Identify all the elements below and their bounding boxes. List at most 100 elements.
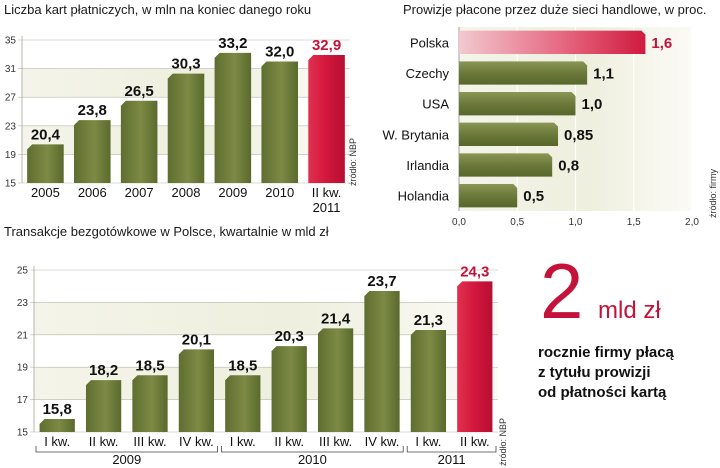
- y-axis-ticks: 15 17 19 21 23 25: [17, 266, 29, 439]
- category-label: Irlandia: [406, 158, 449, 173]
- x-axis-labels: I kw. II kw. III kw. IV kw. I kw. II kw. III k…: [44, 434, 489, 449]
- bar: [120, 100, 158, 183]
- data-label: 1,0: [582, 96, 603, 113]
- data-label: 0,8: [558, 158, 579, 175]
- chart-title: Prowizje płacone przez duże sieci handlo…: [403, 2, 707, 17]
- x-tick-label: 0,0: [452, 217, 466, 228]
- x-axis-labels: 2005 2006 2007 2008 2009 2010 II kw.2011: [31, 185, 341, 215]
- category-label: W. Brytania: [383, 127, 450, 142]
- x-tick-label: 2006: [78, 185, 107, 200]
- x-tick-label: 2008: [172, 185, 201, 200]
- bar: [225, 375, 261, 432]
- x-tick-label: II kw.: [89, 434, 119, 449]
- data-label: 0,85: [564, 127, 593, 144]
- data-label: 23,8: [78, 102, 107, 119]
- group-bracket: [35, 446, 218, 453]
- data-label: 18,2: [89, 362, 118, 379]
- bar: [457, 281, 493, 432]
- callout-number: 2: [540, 247, 583, 335]
- group-bracket: [221, 446, 404, 453]
- data-label: 18,5: [135, 357, 164, 374]
- x-tick-label: II kw.: [460, 434, 490, 449]
- callout: 2 mld zł rocznie firmy płacą z tytułu pr…: [538, 247, 675, 401]
- x-axis-groups: 2009 2010 2011: [35, 446, 497, 467]
- y-tick-label: 15: [5, 179, 17, 190]
- data-label: 15,8: [43, 401, 72, 418]
- x-tick-label: I kw.: [415, 434, 441, 449]
- bar: [459, 61, 588, 85]
- bars: 1,6 1,1 1,0 0,85 0,8 0,5: [459, 30, 672, 208]
- y-tick-label: 21: [17, 330, 29, 341]
- data-label: 0,5: [523, 188, 544, 205]
- data-label: 20,3: [275, 328, 304, 345]
- chart-grid: [458, 27, 693, 214]
- callout-line: z tytułu prowizji: [538, 364, 651, 381]
- bar: [214, 52, 252, 184]
- bar: [167, 73, 205, 183]
- bar: [459, 184, 518, 208]
- y-tick-label: 31: [5, 64, 17, 75]
- y-tick-label: 15: [17, 428, 29, 439]
- x-tick-label: 1,0: [569, 217, 583, 228]
- grid-band: [34, 302, 498, 335]
- bar: [271, 346, 307, 432]
- x-tick-label: 2007: [125, 185, 154, 200]
- bar: [459, 30, 646, 54]
- y-tick-label: 19: [5, 150, 17, 161]
- y-tick-label: 23: [17, 298, 29, 309]
- bars: 20,4 23,8 26,5 30,3 33,2 32,0 32,9: [27, 35, 345, 184]
- bar: [364, 291, 400, 432]
- category-label: Polska: [410, 35, 450, 50]
- bar: [410, 329, 447, 432]
- x-tick-label: 2011: [313, 200, 341, 215]
- callout-line: rocznie firmy płacą: [538, 344, 675, 361]
- callout-line: od płatności kartą: [538, 384, 667, 401]
- x-axis-ticks: 0,0 0,5 1,0 1,5 2,0: [452, 217, 699, 228]
- y-tick-label: 17: [17, 395, 29, 406]
- bar: [178, 349, 215, 432]
- data-label: 32,0: [265, 43, 294, 60]
- group-label: 2011: [438, 452, 466, 467]
- data-label: 18,5: [228, 357, 257, 374]
- x-tick-label: I kw.: [44, 434, 70, 449]
- bar: [317, 328, 354, 432]
- y-tick-label: 19: [17, 363, 29, 374]
- x-tick-label: 2,0: [685, 217, 699, 228]
- bar: [39, 419, 75, 432]
- category-label: Czechy: [406, 66, 450, 81]
- data-label: 21,3: [414, 312, 443, 329]
- x-tick-label: 1,5: [627, 217, 641, 228]
- source-note: źródło: firmy: [708, 168, 718, 218]
- bar: [261, 61, 298, 184]
- category-label: Holandia: [398, 189, 450, 204]
- x-tick-label: IV kw.: [365, 434, 400, 449]
- data-label: 20,4: [31, 126, 61, 143]
- bar: [27, 144, 64, 183]
- bars: 15,8 18,2 18,5 20,1 18,5 20,3 21,4 23,7 21,3 24,3: [39, 263, 493, 432]
- bar: [308, 55, 345, 183]
- data-label: 33,2: [218, 35, 247, 52]
- data-label: 24,3: [460, 263, 489, 280]
- y-axis-labels: Polska Czechy USA W. Brytania Irlandia Holand…: [383, 35, 450, 203]
- data-label: 1,1: [593, 66, 614, 83]
- x-tick-label: II kw.: [312, 185, 342, 200]
- chart-card-count: Liczba kart płatniczych, w mln na koniec…: [4, 2, 358, 215]
- chart-title: Transakcje bezgotówkowe w Polsce, kwarta…: [4, 224, 329, 239]
- data-label: 20,1: [182, 331, 211, 348]
- group-label: 2010: [298, 452, 327, 467]
- data-label: 26,5: [125, 83, 154, 100]
- data-label: 23,7: [367, 273, 396, 290]
- x-tick-label: II kw.: [274, 434, 304, 449]
- chart-title: Liczba kart płatniczych, w mln na koniec…: [4, 2, 311, 17]
- chart-fees: Prowizje płacone przez duże sieci handlo…: [383, 2, 718, 228]
- bar: [85, 380, 122, 432]
- x-tick-label: 2009: [218, 185, 247, 200]
- source-note: źródło: NBP: [348, 138, 358, 186]
- chart-transactions: Transakcje bezgotówkowe w Polsce, kwarta…: [4, 224, 508, 467]
- y-tick-label: 27: [5, 93, 17, 104]
- x-tick-label: I kw.: [230, 434, 256, 449]
- source-note: źródło: NBP: [498, 418, 508, 466]
- x-tick-label: 2010: [265, 185, 294, 200]
- data-label: 21,4: [321, 310, 351, 327]
